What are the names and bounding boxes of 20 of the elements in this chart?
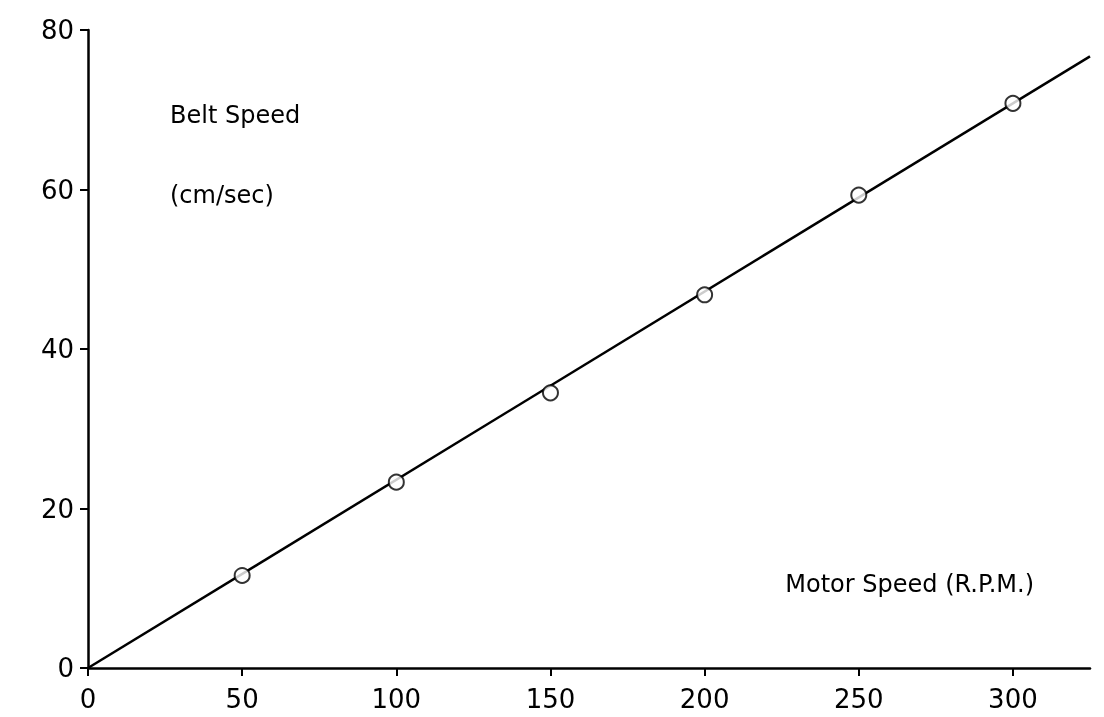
y-tick-label: 40 bbox=[40, 334, 74, 364]
text: Belt Speed (cm/sec) bbox=[170, 101, 301, 209]
y-tick-label: 60 bbox=[40, 174, 74, 205]
point bbox=[850, 186, 868, 204]
y-tick-label: 80 bbox=[40, 15, 74, 45]
x-tick-label: 100 bbox=[371, 684, 422, 714]
point bbox=[541, 384, 559, 402]
x-axis-title: Motor Speed (R.P.M.) bbox=[785, 570, 1034, 598]
x-tick-label: 300 bbox=[988, 684, 1038, 714]
x-tick-label: 50 bbox=[225, 684, 259, 714]
point bbox=[233, 566, 251, 584]
x-tick-label: 250 bbox=[833, 684, 884, 714]
y-tick-label: 20 bbox=[40, 493, 74, 524]
point bbox=[387, 473, 405, 491]
point bbox=[696, 286, 714, 304]
y-tick-label: 0 bbox=[57, 653, 74, 683]
x-tick-label: 200 bbox=[679, 684, 730, 714]
x-tick-label: 0 bbox=[79, 684, 97, 714]
point bbox=[1004, 94, 1022, 112]
x-tick-label: 150 bbox=[525, 684, 576, 714]
